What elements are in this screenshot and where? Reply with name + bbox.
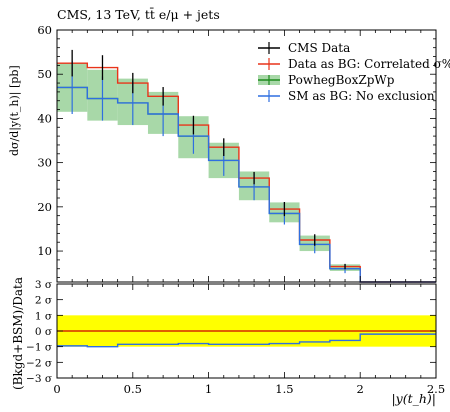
main-y-tick-label: 30 <box>37 156 52 170</box>
ratio-y-tick-label: −1 σ <box>26 342 52 354</box>
chart-title: CMS, 13 TeV, tt̄ e/μ + jets <box>57 6 220 22</box>
legend-entry-data: CMS Data <box>258 41 350 55</box>
ratio-sm-as-bg-line <box>57 333 436 348</box>
legend-entry-sm_as_bg: SM as BG: No exclusion <box>258 89 435 103</box>
y-axis-title-main: dσ/d|y(t_h)| [pb] <box>8 65 22 156</box>
ratio-y-tick-label: −2 σ <box>26 357 52 369</box>
ratio-y-tick-label: 2 σ <box>35 295 52 307</box>
ratio-x-tick-label: 2 <box>357 382 364 396</box>
legend: CMS Data Data as BG: Correlated σ% PowhegB… <box>258 41 450 103</box>
main-panel-frame <box>56 29 437 283</box>
ratio-y-tick-label: −3 σ <box>26 373 52 385</box>
legend-entry-powheg: PowhegBoxZpWp <box>258 73 395 87</box>
ratio-x-tick-label: 0 <box>53 382 60 396</box>
legend-label: CMS Data <box>288 41 350 55</box>
ratio-panel: 3 σ 2 σ 1 σ 0 σ −1 σ −2 σ −3 σ0 0.5 1 1.5 2 2.5 <box>26 279 445 396</box>
ratio-x-tick-label: 1 <box>205 382 212 396</box>
main-y-tick-label: 10 <box>37 244 52 258</box>
ratio-y-tick-label: 1 σ <box>35 310 52 322</box>
main-y-tick-label: 50 <box>37 67 52 81</box>
y-axis-title-main-text: dσ/d|y(t_h)| [pb] <box>8 65 22 156</box>
ratio-y-tick-label: 3 σ <box>35 279 52 291</box>
x-axis-title: |y(t_h)| <box>391 391 436 406</box>
legend-label: SM as BG: No exclusion <box>288 89 435 103</box>
y-axis-title-ratio: (Bkgd+BSM)/Data <box>11 277 25 390</box>
main-panel: 10 20 30 40 50 60 CMS Data Data as BG: Correlat… <box>37 23 450 283</box>
legend-label: Data as BG: Correlated σ% <box>288 57 450 71</box>
main-y-tick-label: 20 <box>37 200 52 214</box>
ratio-y-tick-label: 0 σ <box>35 326 52 338</box>
ratio-x-tick-label: 0.5 <box>124 382 142 396</box>
ratio-x-tick-label: 1.5 <box>275 382 293 396</box>
legend-entry-data_as_bg: Data as BG: Correlated σ% <box>258 57 450 71</box>
main-y-tick-label: 40 <box>37 111 52 125</box>
ratio-x-tick-label: 2.5 <box>427 382 445 396</box>
main-y-tick-label: 60 <box>37 23 52 37</box>
y-axis-title-ratio-text: (Bkgd+BSM)/Data <box>11 277 25 390</box>
legend-label: PowhegBoxZpWp <box>288 73 395 87</box>
